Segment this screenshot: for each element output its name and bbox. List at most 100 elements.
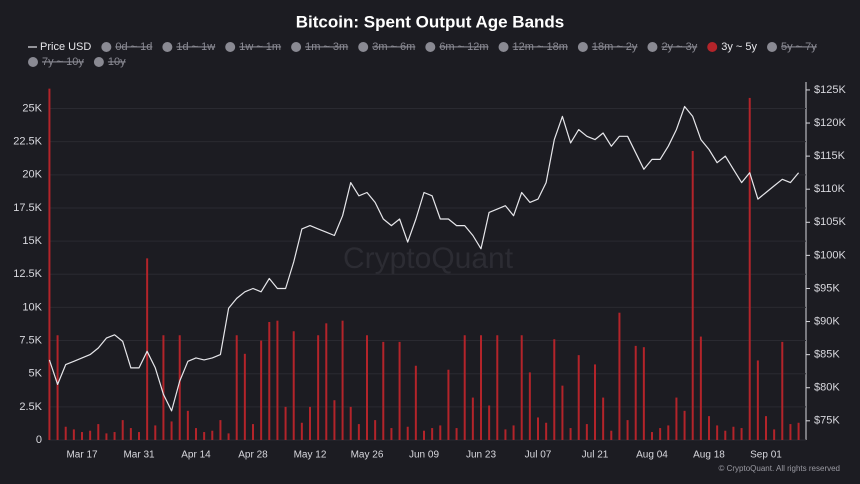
bar <box>349 406 352 440</box>
legend-item[interactable]: 1m ~ 3m <box>291 41 348 53</box>
y-tick-label: 15K <box>22 235 42 247</box>
legend-label[interactable]: 1d ~ 1w <box>176 41 215 53</box>
bar <box>374 420 377 440</box>
y2-tick-label: $110K <box>814 183 846 195</box>
legend-label[interactable]: 6m ~ 12m <box>439 41 488 53</box>
bar <box>439 425 442 440</box>
bar <box>724 430 727 440</box>
y2-tick-label: $100K <box>814 249 846 261</box>
watermark: CryptoQuant <box>343 242 514 275</box>
bar <box>300 422 303 440</box>
bar <box>504 429 507 440</box>
bar <box>602 397 605 440</box>
legend-label[interactable]: 1m ~ 3m <box>305 41 348 53</box>
legend-item[interactable]: 18m ~ 2y <box>577 41 638 53</box>
bar <box>765 416 767 440</box>
legend-label[interactable]: 0d ~ 1d <box>115 41 152 53</box>
bar <box>113 432 116 440</box>
y2-tick-label: $85K <box>814 349 840 361</box>
legend-label[interactable]: 18m ~ 2y <box>592 41 638 53</box>
legend-label[interactable]: 1w ~ 1m <box>239 41 281 53</box>
y-tick-label: 7.5K <box>19 334 42 346</box>
x-tick-label: Mar 31 <box>123 450 155 461</box>
bar <box>243 353 246 440</box>
x-tick-label: Jun 23 <box>466 450 496 461</box>
bar <box>121 420 124 440</box>
y2-tick-label: $105K <box>814 216 846 228</box>
x-tick-label: Apr 28 <box>238 450 268 461</box>
x-tick-label: May 12 <box>294 450 327 461</box>
legend-dot <box>498 42 509 52</box>
legend-dot <box>707 42 718 52</box>
bar <box>610 430 613 440</box>
legend-label[interactable]: 5y ~ 7y <box>781 41 817 53</box>
bar <box>496 335 499 440</box>
y-tick-label: 17.5K <box>13 202 42 214</box>
bar <box>317 335 320 440</box>
legend-dot <box>162 42 173 52</box>
legend-dot <box>577 42 588 52</box>
legend-item[interactable]: 12m ~ 18m <box>498 41 568 53</box>
legend-label[interactable]: 10y <box>108 56 126 68</box>
legend-item[interactable]: 0d ~ 1d <box>101 41 152 53</box>
legend-item[interactable]: Price USD <box>28 41 91 53</box>
bar <box>129 428 132 440</box>
bar <box>406 426 409 440</box>
legend-label[interactable]: Price USD <box>40 41 91 53</box>
y2-tick-label: $115K <box>814 150 846 162</box>
y-tick-label: 12.5K <box>13 268 42 280</box>
legend-dot <box>425 42 436 52</box>
bar <box>708 416 710 440</box>
x-tick-label: Jun 09 <box>409 450 439 461</box>
bar <box>203 432 206 440</box>
bar <box>569 428 572 440</box>
bar <box>333 400 336 440</box>
legend-item[interactable]: 5y ~ 7y <box>767 41 817 53</box>
legend-label[interactable]: 12m ~ 18m <box>513 41 568 53</box>
bar <box>455 428 458 440</box>
bar <box>626 420 629 440</box>
bar <box>195 428 197 440</box>
bar <box>81 432 83 440</box>
bar <box>341 320 344 440</box>
bar <box>309 406 311 440</box>
y-tick-label: 2.5K <box>19 401 42 413</box>
bar <box>651 432 653 440</box>
bar <box>178 335 181 440</box>
legend-item[interactable]: 3y ~ 5y <box>707 41 757 53</box>
legend-dot <box>225 42 236 52</box>
bar <box>773 429 776 440</box>
bar <box>97 424 100 440</box>
bar <box>471 397 474 440</box>
bar <box>691 150 694 440</box>
legend-item[interactable]: 6m ~ 12m <box>425 41 489 53</box>
y2-tick-label: $75K <box>814 415 840 427</box>
bar <box>642 347 645 440</box>
bar <box>260 340 263 440</box>
bar <box>154 425 157 440</box>
bar <box>186 410 189 440</box>
legend-item[interactable]: 10y <box>93 56 126 68</box>
bar <box>170 421 173 440</box>
legend-label[interactable]: 3m ~ 6m <box>372 41 415 53</box>
y2-tick-label: $125K <box>814 84 846 96</box>
bar <box>252 424 254 440</box>
chart-title: Bitcoin: Spent Output Age Bands <box>296 12 565 31</box>
legend-label[interactable]: 7y ~ 10y <box>42 56 84 68</box>
bar <box>740 428 743 440</box>
legend-dot <box>767 42 777 52</box>
legend-item[interactable]: 7y ~ 10y <box>28 56 84 68</box>
bar <box>64 426 67 440</box>
legend-item[interactable]: 1d ~ 1w <box>162 41 215 53</box>
bar <box>56 335 59 440</box>
legend-item[interactable]: 3m ~ 6m <box>358 41 415 53</box>
legend-label[interactable]: 3y ~ 5y <box>721 41 757 53</box>
legend-item[interactable]: 2y ~ 3y <box>647 41 698 53</box>
bar <box>732 426 735 440</box>
bar <box>211 430 214 440</box>
legend-item[interactable]: 1w ~ 1m <box>225 41 281 53</box>
bar <box>423 430 425 440</box>
legend-label[interactable]: 2y ~ 3y <box>661 41 697 53</box>
bar <box>463 335 466 440</box>
bar <box>683 410 686 440</box>
